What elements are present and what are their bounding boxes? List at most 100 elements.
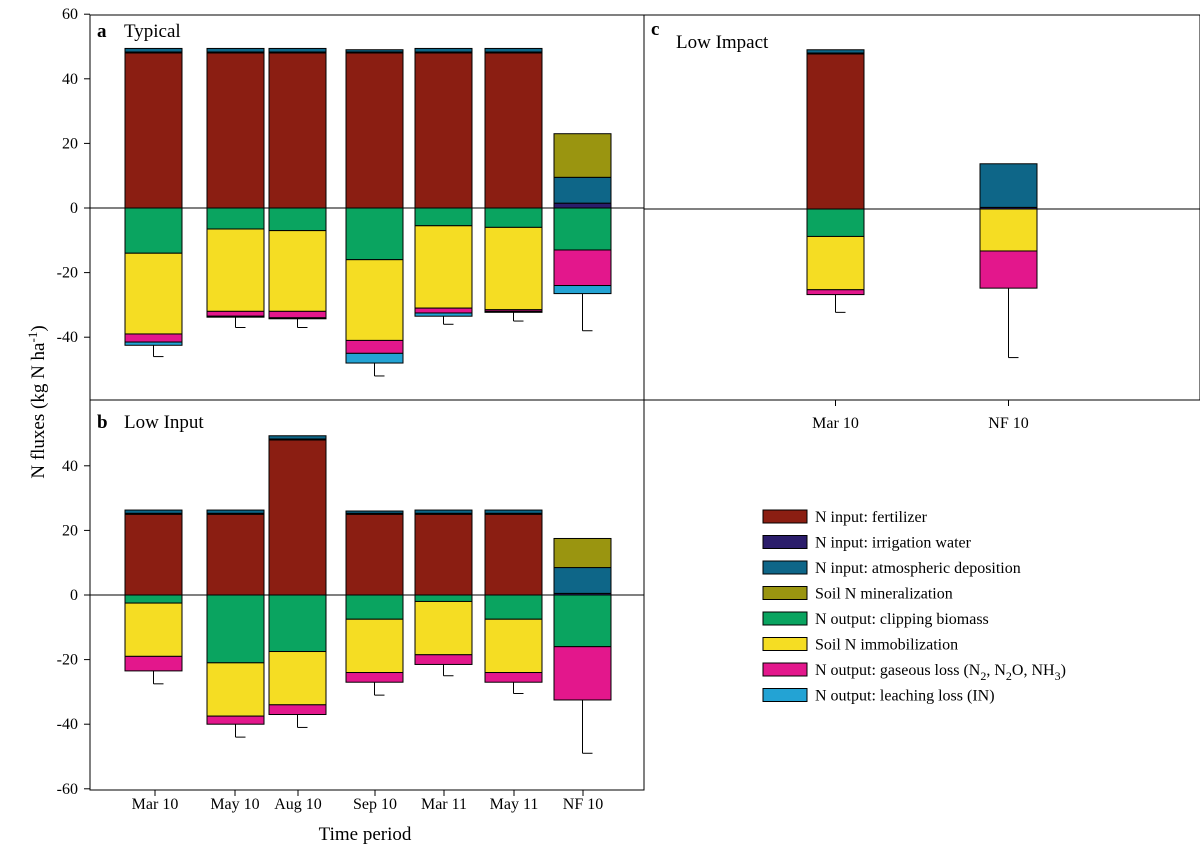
bar-segment-clip	[345, 594, 404, 620]
bar-segment-clip	[268, 594, 327, 653]
x-tick-label-b: May 11	[490, 796, 539, 813]
bar-segment-gas	[268, 704, 327, 716]
legend: N input: fertilizer N input: irrigation w…	[762, 509, 1066, 705]
bar-segment-fert	[484, 513, 543, 596]
legend-label-part: 2	[980, 669, 986, 683]
legend-label-gas: N output: gaseous loss (N2, N2O, NH3)	[815, 662, 1066, 683]
y-tick-label-b: 40	[62, 458, 78, 475]
bar-segment-gas	[553, 646, 612, 701]
legend-label-part: N output: gaseous loss (N	[815, 662, 981, 679]
bar-segment-gas	[345, 672, 404, 683]
x-axis-title: Time period	[319, 824, 412, 845]
bar-segment-leach	[484, 310, 543, 313]
legend-label-part: O, NH	[1012, 662, 1055, 679]
bar-segment-clip	[414, 594, 473, 602]
bar-segment-clip	[414, 207, 473, 227]
bar-segment-atm	[124, 47, 183, 53]
bar-segment-min	[553, 133, 612, 178]
bar-segment-clip	[345, 207, 404, 261]
panel-a-title: Typical	[124, 21, 181, 42]
legend-swatch-min	[762, 586, 808, 600]
bar-segment-leach	[553, 285, 612, 295]
legend-label-atm: N input: atmospheric deposition	[815, 560, 1021, 577]
bar-segment-atm	[345, 49, 404, 53]
bar-segment-fert	[124, 52, 183, 209]
y-axis-title: N fluxes (kg N ha-1)	[25, 325, 49, 478]
bar-segment-atm	[124, 509, 183, 514]
bar-segment-imm	[268, 230, 327, 312]
x-tick-label-b: Mar 11	[421, 796, 467, 813]
legend-label-min: Soil N mineralization	[815, 586, 953, 603]
y-axis-title-sup: -1	[25, 332, 40, 343]
panel-b-letter: b	[97, 412, 108, 433]
y-tick-label-b: -60	[57, 781, 78, 798]
bar-segment-atm	[553, 567, 612, 594]
bar-segment-imm	[268, 651, 327, 706]
bar-segment-atm	[484, 509, 543, 514]
legend-label-fert: N input: fertilizer	[815, 509, 928, 526]
bar-segment-fert	[268, 52, 327, 209]
bar-segment-leach	[414, 312, 473, 317]
legend-swatch-clip	[762, 611, 808, 626]
bar-segment-gas	[806, 289, 865, 296]
panel-a-letter: a	[97, 21, 107, 42]
bar-segment-clip	[206, 594, 265, 664]
legend-label-part: 3	[1055, 669, 1061, 683]
panel-c-letter: c	[651, 19, 659, 40]
bar-segment-atm	[414, 509, 473, 514]
bar-segment-gas	[206, 310, 265, 317]
y-tick-label-b: -40	[57, 716, 78, 733]
y-tick-label-a: -40	[57, 329, 78, 346]
y-tick-label-a: 0	[70, 200, 78, 217]
bar-segment-min	[553, 537, 612, 569]
y-tick-label-a: 20	[62, 135, 78, 152]
bar-segment-clip	[484, 594, 543, 620]
legend-swatch-irr	[762, 535, 808, 549]
bar-segment-imm	[345, 259, 404, 341]
bar-segment-gas	[124, 333, 183, 343]
bar-segment-imm	[206, 662, 265, 717]
bar-segment-imm	[124, 602, 183, 657]
bar-segment-imm	[124, 252, 183, 335]
bar-segment-atm	[345, 510, 404, 514]
bar-segment-fert	[345, 513, 404, 596]
legend-label-imm: Soil N immobilization	[815, 637, 958, 654]
legend-label-irr: N input: irrigation water	[815, 535, 972, 552]
bar-segment-atm	[553, 176, 612, 204]
bar-segment-fert	[484, 52, 543, 209]
bar-segment-leach	[206, 315, 265, 318]
bar-segment-atm	[206, 509, 265, 514]
legend-swatch-atm	[762, 560, 808, 575]
bar-segment-gas	[124, 655, 183, 672]
legend-swatch-fert	[762, 509, 808, 524]
bar-segment-imm	[345, 618, 404, 674]
legend-label-clip: N output: clipping biomass	[815, 611, 989, 628]
bar-segment-fert	[268, 439, 327, 596]
legend-label-part: 2	[1006, 669, 1012, 683]
x-tick-label-b: Sep 10	[353, 796, 397, 813]
bar-segment-leach	[268, 317, 327, 320]
bar-segment-clip	[484, 207, 543, 228]
panel-b-title: Low Input	[124, 412, 204, 433]
x-tick-label-b: May 10	[210, 796, 259, 813]
bar-segment-atm	[806, 49, 865, 54]
legend-swatch-gas	[762, 662, 808, 677]
bar-segment-fert	[806, 53, 865, 210]
y-tick-label-a: -20	[57, 265, 78, 282]
bar-segment-fert	[414, 52, 473, 209]
bar-segment-gas	[553, 249, 612, 287]
bar-segment-gas	[345, 339, 404, 354]
bar-segment-clip	[553, 594, 612, 648]
y-tick-label-b: 0	[70, 587, 78, 604]
legend-label-leach: N output: leaching loss (IN)	[815, 688, 995, 705]
bar-segment-imm	[206, 228, 265, 312]
bar-segment-fert	[345, 52, 404, 209]
bar-segment-gas	[979, 250, 1038, 289]
bar-segment-fert	[414, 513, 473, 596]
y-tick-label-a: 60	[62, 6, 78, 23]
bar-segment-imm	[414, 225, 473, 309]
bar-segment-irr	[553, 202, 612, 209]
bar-segment-atm	[268, 47, 327, 53]
legend-label-part: , N	[986, 662, 1006, 679]
bar-segment-atm	[206, 47, 265, 53]
